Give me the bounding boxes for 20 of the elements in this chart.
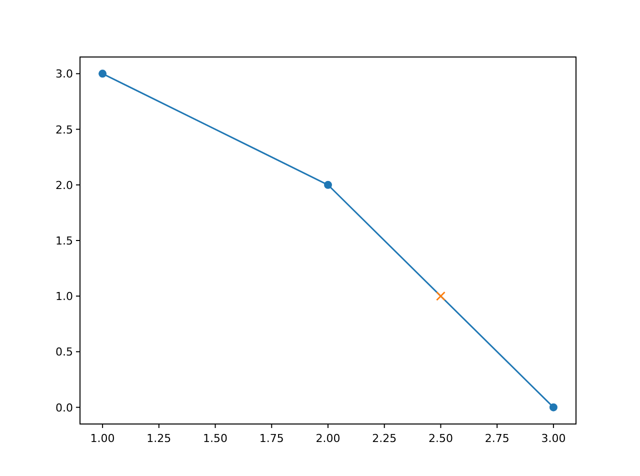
x-tick-label: 2.50 <box>428 432 453 445</box>
x-tick-label: 2.25 <box>372 432 397 445</box>
x-tick-label: 1.00 <box>90 432 115 445</box>
y-tick-label: 0.0 <box>56 401 73 414</box>
y-tick-label: 2.0 <box>56 178 73 192</box>
x-tick-label: 1.75 <box>259 432 284 445</box>
x-tick-label: 2.75 <box>484 432 510 445</box>
point <box>549 403 558 412</box>
x-tick-label: 1.50 <box>203 432 228 445</box>
point <box>98 70 107 78</box>
x-tick-label: 1.25 <box>146 432 172 445</box>
point <box>436 291 446 301</box>
x-tick-label: 2.00 <box>316 432 340 445</box>
y-tick-label: 2.5 <box>56 123 73 136</box>
y-tick-label: 3.0 <box>56 68 73 81</box>
y-tick-label: 0.5 <box>56 346 73 359</box>
point <box>324 180 332 189</box>
y-tick-label: 1.0 <box>56 290 73 304</box>
x-tick-label: 3.00 <box>541 432 566 445</box>
y-tick-label: 1.5 <box>56 234 73 248</box>
